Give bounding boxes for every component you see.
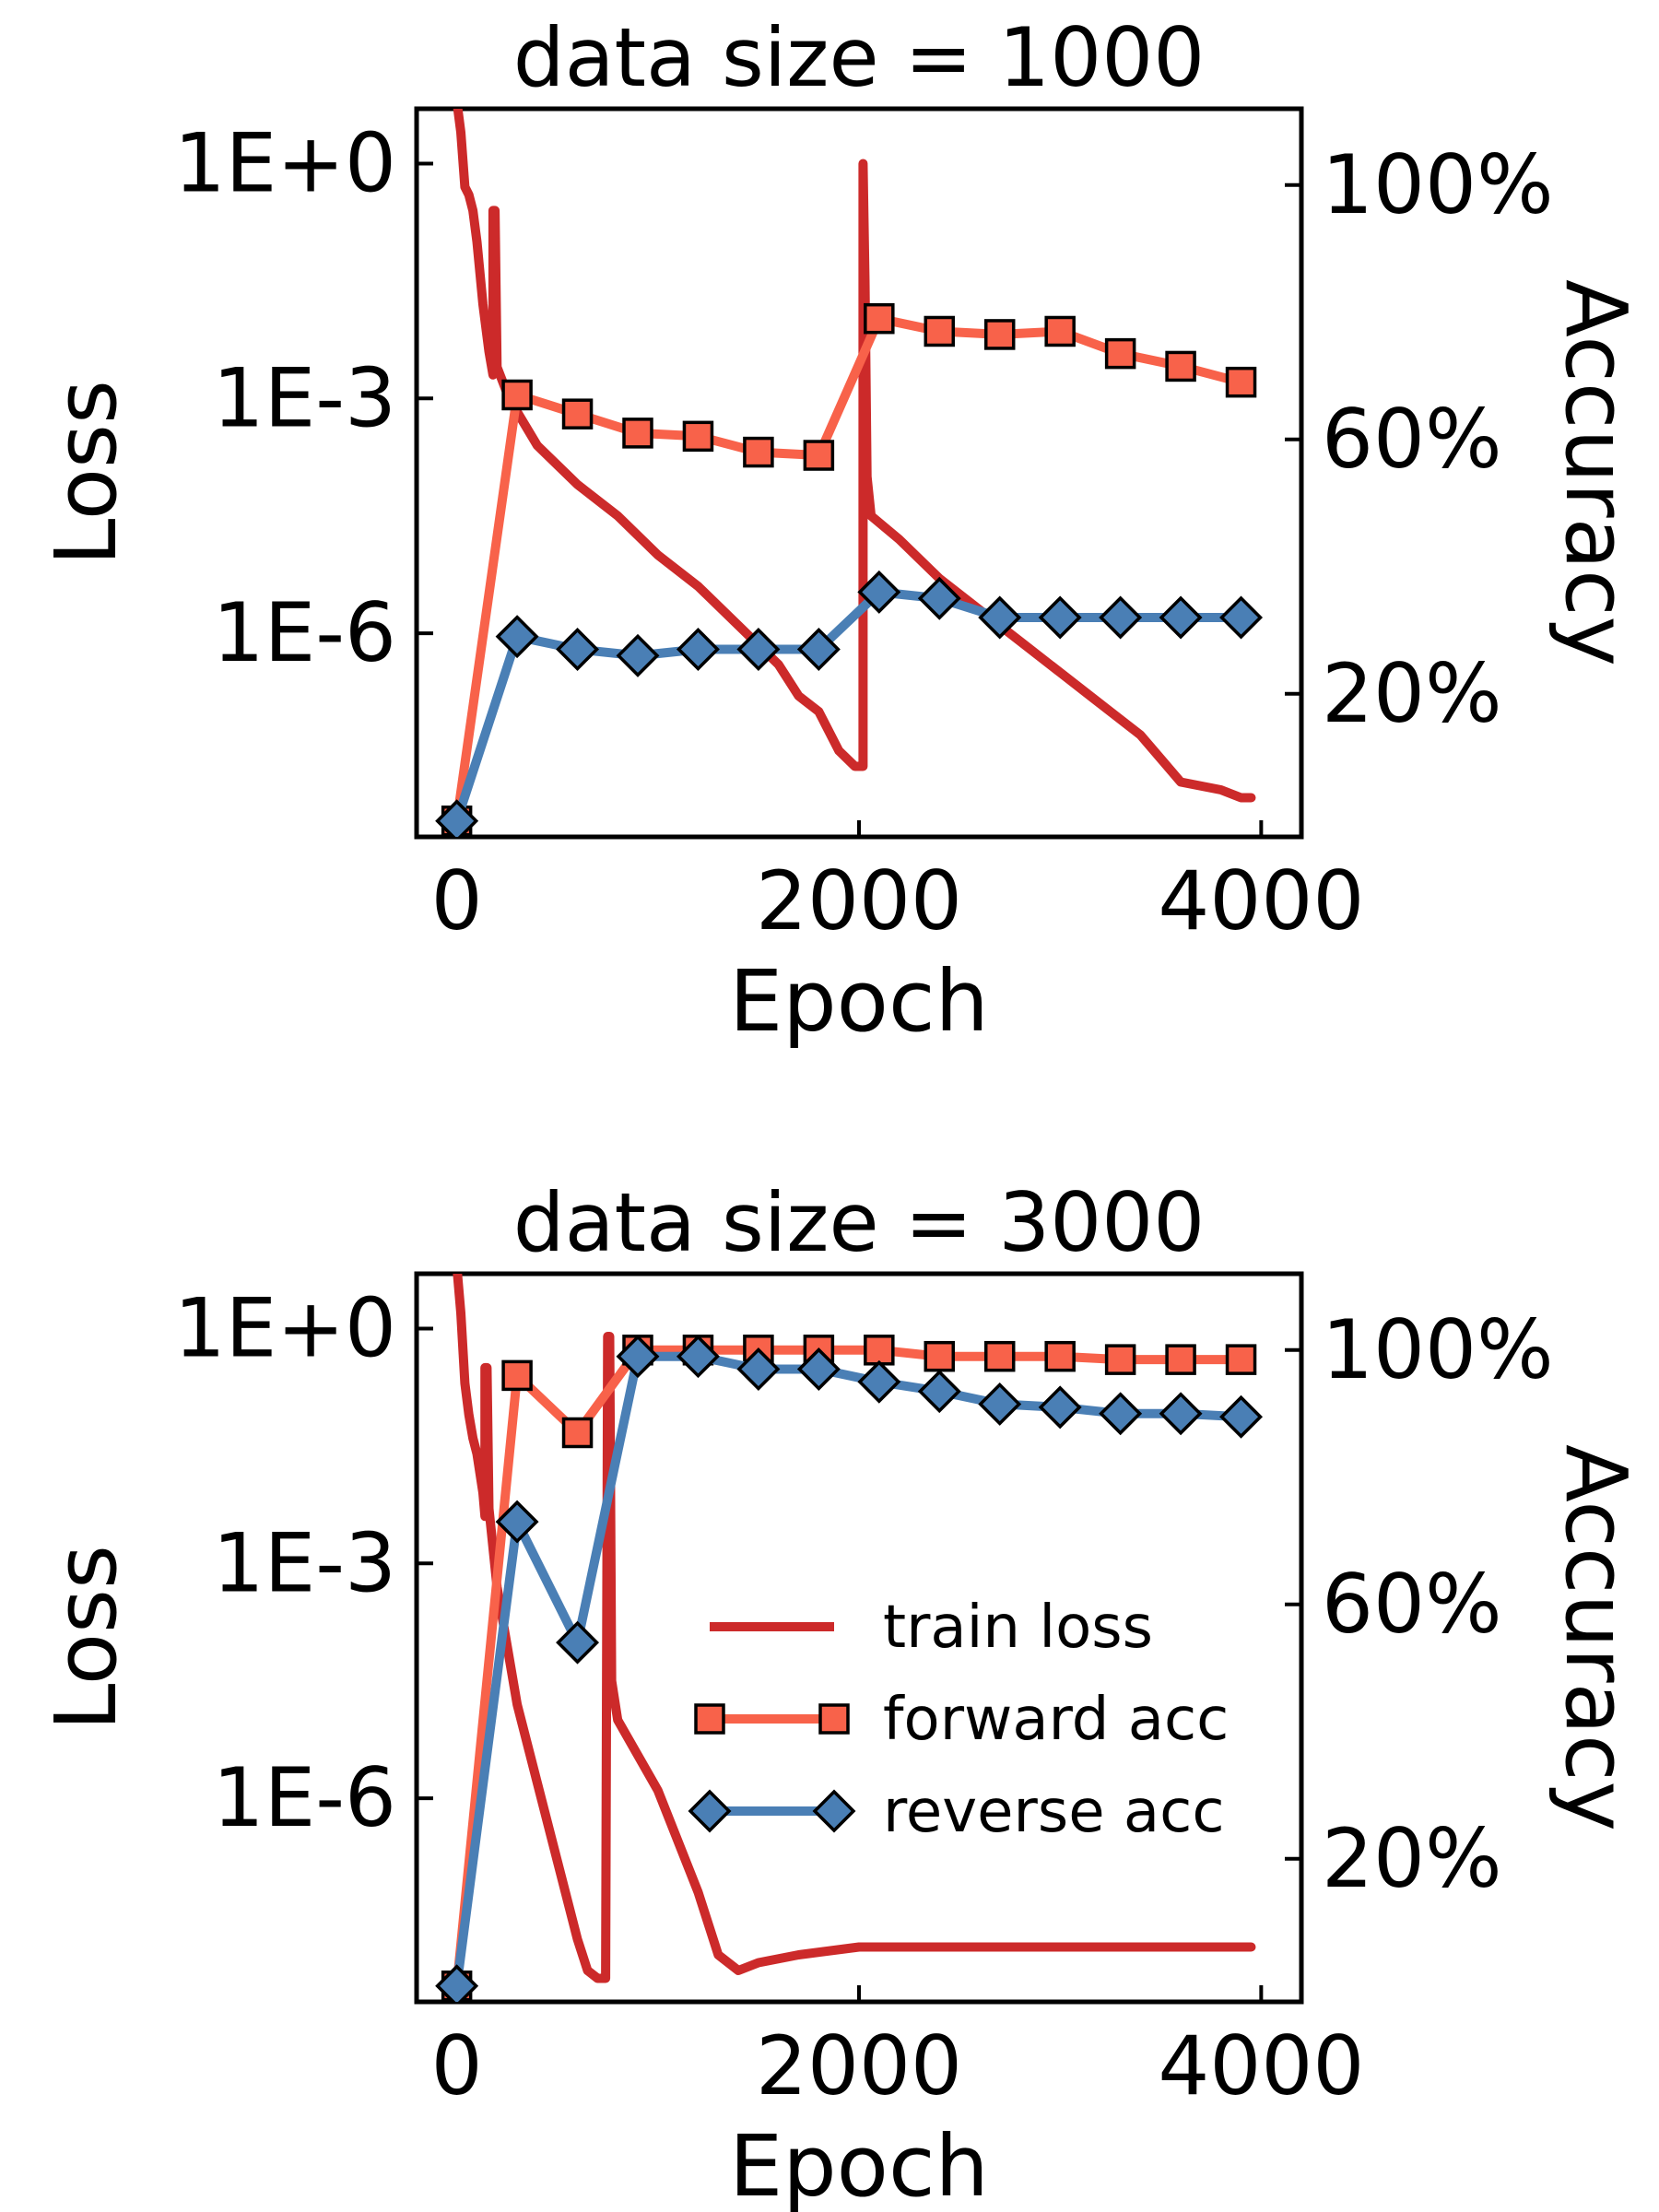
- y-axis-label: Loss: [37, 1545, 135, 1731]
- x-tick-label: 2000: [756, 853, 962, 948]
- data-point-reverse-acc: [1038, 595, 1082, 640]
- y2-axis-label: Accuracy: [1547, 279, 1645, 666]
- data-point-reverse-acc: [1099, 595, 1143, 640]
- y2-tick-label: 60%: [1322, 392, 1502, 487]
- y-tick-label: 1E-3: [213, 1515, 396, 1610]
- data-point-reverse-acc: [917, 576, 961, 620]
- x-tick-label: 2000: [756, 2018, 962, 2113]
- chart-panel-top: data size = 1000 0 2000 4000 Epoch 1E+0 1E-3 1E…: [37, 10, 1645, 1051]
- data-point-reverse-acc: [736, 1347, 781, 1391]
- data-point-reverse-acc: [616, 633, 660, 677]
- data-point-forward-acc: [1104, 337, 1136, 370]
- data-point-forward-acc: [1044, 1340, 1076, 1372]
- data-point-reverse-acc: [1159, 1392, 1203, 1436]
- y-axis-label: Loss: [37, 380, 135, 566]
- y-tick-label: 1E-3: [213, 350, 396, 445]
- x-tick-label: 4000: [1158, 853, 1364, 948]
- data-point-forward-acc: [803, 440, 835, 471]
- x-tick-label: 0: [431, 2018, 483, 2113]
- y-tick-label: 1E+0: [174, 1280, 396, 1375]
- data-point-forward-acc: [924, 315, 956, 347]
- data-point-reverse-acc: [857, 1359, 901, 1404]
- data-point-reverse-acc: [556, 1620, 600, 1665]
- data-point-forward-acc: [983, 319, 1016, 350]
- data-point-reverse-acc: [435, 1964, 479, 2002]
- data-point-forward-acc: [682, 420, 714, 453]
- y-tick-label: 1E-6: [213, 585, 396, 680]
- legend-label-forward-acc: forward acc: [883, 1686, 1229, 1754]
- data-point-reverse-acc: [796, 627, 841, 671]
- y2-tick-label: 100%: [1322, 137, 1554, 232]
- legend-label-reverse-acc: reverse acc: [883, 1778, 1225, 1846]
- data-point-reverse-acc: [676, 627, 720, 671]
- data-point-forward-acc: [743, 436, 774, 468]
- x-axis-label: Epoch: [729, 952, 989, 1051]
- data-point-forward-acc: [1104, 1344, 1136, 1375]
- data-point-forward-acc: [864, 1335, 895, 1366]
- x-axis-label: Epoch: [729, 2117, 989, 2212]
- y-tick-label: 1E-6: [213, 1750, 396, 1845]
- legend: train loss forward acc reverse acc: [688, 1594, 1229, 1846]
- y2-axis-label: Accuracy: [1547, 1444, 1645, 1831]
- data-point-reverse-acc: [495, 1500, 539, 1544]
- data-point-reverse-acc: [676, 1335, 720, 1379]
- data-point-reverse-acc: [917, 1370, 961, 1414]
- y2-tick-label: 60%: [1322, 1557, 1502, 1652]
- series-line-train-loss: [453, 109, 1256, 803]
- data-point-reverse-acc: [978, 1382, 1022, 1426]
- data-point-reverse-acc: [796, 1347, 841, 1391]
- data-point-reverse-acc: [978, 595, 1022, 640]
- legend-marker-reverse-acc: [688, 1789, 732, 1833]
- data-point-forward-acc: [622, 418, 653, 449]
- y-tick-label: 1E+0: [174, 115, 396, 210]
- plot-area: [435, 109, 1264, 837]
- y2-tick-label: 20%: [1322, 1811, 1502, 1906]
- data-point-reverse-acc: [616, 1335, 660, 1379]
- data-point-reverse-acc: [857, 570, 901, 614]
- data-point-forward-acc: [1165, 350, 1196, 382]
- data-point-reverse-acc: [495, 615, 539, 659]
- y2-tick-label: 100%: [1322, 1302, 1554, 1397]
- plot-area: [435, 1274, 1264, 2002]
- legend-marker-forward-acc: [694, 1703, 725, 1735]
- legend-label-train-loss: train loss: [883, 1594, 1153, 1662]
- data-point-forward-acc: [561, 1417, 594, 1449]
- series-line-reverse-acc: [452, 1351, 1246, 1991]
- data-point-forward-acc: [561, 398, 594, 429]
- data-point-forward-acc: [1165, 1344, 1196, 1375]
- data-point-reverse-acc: [1099, 1392, 1143, 1436]
- series-line-forward-acc: [452, 313, 1246, 826]
- chart-title: data size = 1000: [513, 10, 1205, 105]
- x-tick-label: 0: [431, 853, 483, 948]
- data-point-forward-acc: [924, 1340, 956, 1372]
- data-point-forward-acc: [983, 1340, 1016, 1372]
- data-point-forward-acc: [501, 1359, 533, 1392]
- data-point-reverse-acc: [1159, 595, 1203, 640]
- y2-tick-label: 20%: [1322, 646, 1502, 741]
- legend-marker-forward-acc: [818, 1703, 850, 1735]
- data-point-forward-acc: [1225, 1344, 1257, 1375]
- data-point-reverse-acc: [556, 627, 600, 671]
- data-point-reverse-acc: [1038, 1385, 1082, 1430]
- x-tick-label: 4000: [1158, 2018, 1364, 2113]
- data-point-forward-acc: [1044, 315, 1076, 347]
- chart-title: data size = 3000: [513, 1175, 1205, 1270]
- data-point-reverse-acc: [736, 627, 781, 671]
- data-point-forward-acc: [501, 379, 533, 411]
- data-point-reverse-acc: [435, 799, 479, 837]
- series-line-train-loss: [453, 1274, 1256, 1983]
- legend-marker-reverse-acc: [812, 1789, 856, 1833]
- data-point-forward-acc: [1225, 366, 1257, 398]
- data-point-forward-acc: [864, 302, 895, 335]
- data-point-reverse-acc: [1219, 1394, 1264, 1439]
- data-point-reverse-acc: [1219, 595, 1264, 640]
- chart-panel-bottom: data size = 3000 0 2000 4000 Epoch 1E+0 1E-3 1E…: [37, 1175, 1645, 2212]
